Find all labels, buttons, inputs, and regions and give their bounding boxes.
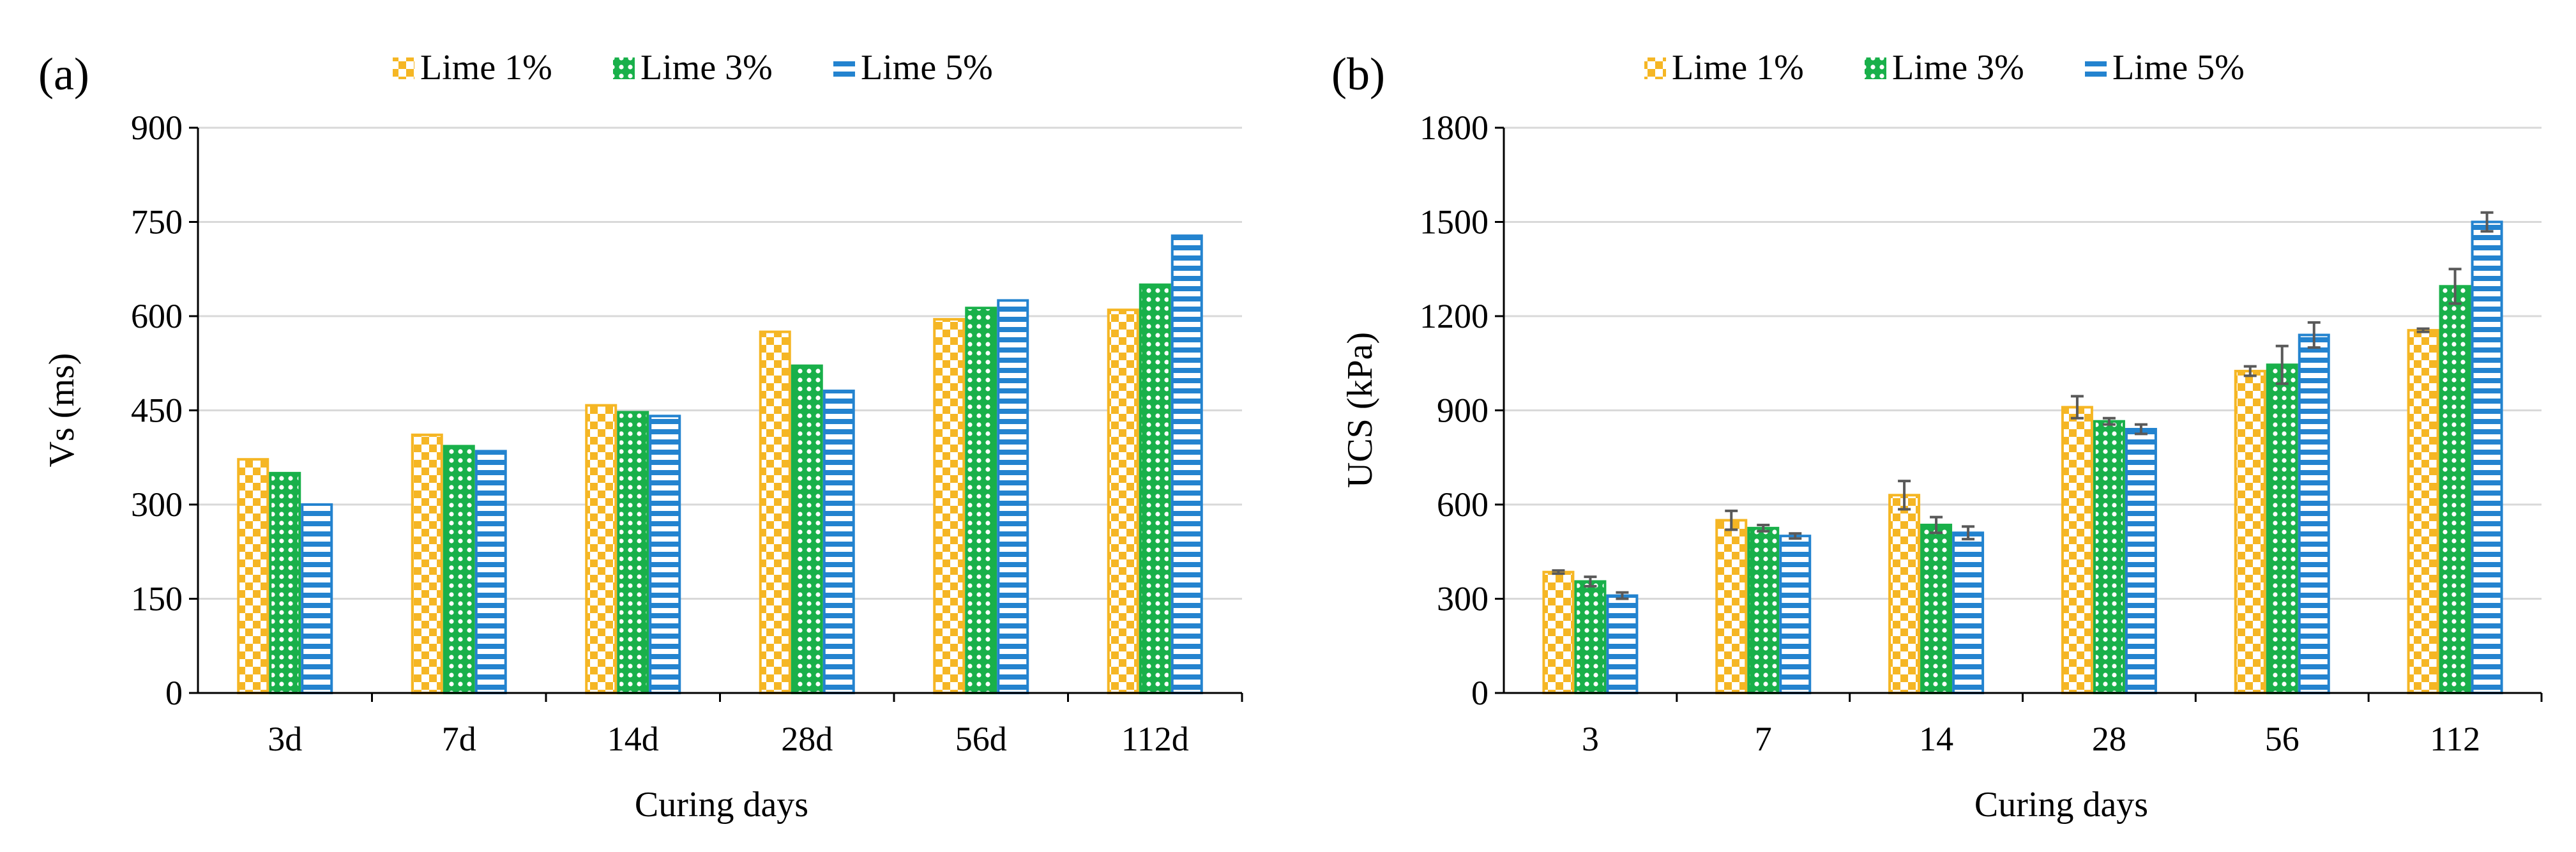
bar-lime3-112 <box>2439 285 2471 694</box>
panel-a-label: (a) <box>38 49 89 100</box>
bar-lime1-7 <box>1715 519 1748 694</box>
bar-lime5-28d <box>822 390 855 694</box>
bar-lime5-3 <box>1606 594 1639 694</box>
y-tick-label: 900 <box>1437 392 1489 430</box>
x-tick-label: 56d <box>955 720 1007 758</box>
bar-lime1-112d <box>1107 308 1139 694</box>
legend-a-label-lime3: Lime 3% <box>640 48 773 87</box>
bar-lime5-28 <box>2125 428 2157 694</box>
bar-lime5-112d <box>1171 234 1203 694</box>
x-tick-label: 28d <box>781 720 833 758</box>
bar-lime3-3 <box>1574 580 1607 694</box>
bar-lime3-3d <box>269 471 301 694</box>
bar-lime1-14d <box>585 404 617 695</box>
x-tick-label: 56 <box>2265 720 2299 758</box>
bar-lime1-56 <box>2234 370 2266 695</box>
y-tick-label: 1200 <box>1420 297 1489 335</box>
legend-b-label-lime3: Lime 3% <box>1892 48 2024 87</box>
x-tick-label: 14d <box>607 720 659 758</box>
y-tick-label: 0 <box>165 674 183 712</box>
legend-b-label-lime1: Lime 1% <box>1672 48 1804 87</box>
bar-lime5-56 <box>2298 333 2330 694</box>
y-tick-label: 300 <box>131 485 183 524</box>
y-tick-label: 900 <box>131 109 183 147</box>
legend-a-swatch-lime3 <box>613 57 635 79</box>
bar-lime5-14 <box>1952 531 1985 694</box>
bar-lime3-56 <box>2266 363 2298 694</box>
legend-b: Lime 1% Lime 3% Lime 5% <box>1644 48 2245 87</box>
x-tick-label: 3d <box>268 720 302 758</box>
bar-lime3-14 <box>1920 523 1953 694</box>
legend-b-label-lime5: Lime 5% <box>2112 48 2245 87</box>
x-tick-label: 112 <box>2430 720 2480 758</box>
bar-lime5-56d <box>997 299 1029 694</box>
y-axis-title-a: Vs (ms) <box>42 353 82 468</box>
chart-panel-b: (b) Lime 1% Lime 3% Lime 5% 0 300 600 900 12… <box>1331 48 2543 825</box>
x-axis-title-b: Curing days <box>1974 785 2148 825</box>
bar-lime3-7d <box>443 445 475 694</box>
legend-a-swatch-lime5 <box>833 57 855 79</box>
bar-lime5-7 <box>1779 535 1812 695</box>
bar-lime3-56d <box>965 307 997 694</box>
bar-lime1-3d <box>237 458 269 694</box>
x-tick-label: 14 <box>1919 720 1953 758</box>
y-tick-label: 300 <box>1437 580 1489 618</box>
y-tick-label: 750 <box>131 203 183 241</box>
x-tick-label: 112d <box>1121 720 1189 758</box>
y-tick-label: 1500 <box>1420 203 1489 241</box>
x-tick-label: 7 <box>1755 720 1772 758</box>
panel-b-label: (b) <box>1331 49 1385 100</box>
bar-lime3-28 <box>2093 420 2125 694</box>
bar-lime3-14d <box>617 411 649 694</box>
bar-lime1-56d <box>933 317 966 694</box>
legend-a-swatch-lime1 <box>393 57 414 79</box>
bar-lime3-7 <box>1747 526 1780 694</box>
y-tick-label: 600 <box>1437 485 1489 524</box>
y-tick-label: 0 <box>1471 674 1489 712</box>
bar-lime5-3d <box>301 503 333 694</box>
bar-lime1-28d <box>759 330 791 694</box>
bar-lime5-7d <box>474 450 507 695</box>
y-tick-label: 600 <box>131 297 183 335</box>
bar-lime1-3 <box>1542 570 1575 694</box>
bar-lime5-14d <box>649 415 681 694</box>
x-tick-label: 7d <box>442 720 476 758</box>
bar-lime1-14 <box>1888 494 1921 694</box>
bar-lime5-112 <box>2471 220 2503 694</box>
y-axis-title-b: UCS (kPa) <box>1340 332 1380 488</box>
y-tick-label: 450 <box>131 392 183 430</box>
bar-lime1-28 <box>2061 406 2093 694</box>
legend-b-swatch-lime5 <box>2085 57 2107 79</box>
legend-a-label-lime5: Lime 5% <box>861 48 993 87</box>
legend-a: Lime 1% Lime 3% Lime 5% <box>393 48 993 87</box>
y-tick-label: 1800 <box>1420 109 1489 147</box>
x-tick-label: 28 <box>2092 720 2126 758</box>
bar-lime3-28d <box>791 364 823 694</box>
legend-b-swatch-lime3 <box>1865 57 1886 79</box>
bar-lime3-112d <box>1139 283 1171 695</box>
y-tick-label: 150 <box>131 580 183 618</box>
chart-panel-a: (a) Lime 1% Lime 3% Lime 5% 0 150 300 450 60… <box>38 48 1243 825</box>
x-axis-title-a: Curing days <box>635 785 808 825</box>
bar-lime1-112 <box>2407 329 2439 694</box>
bar-lime1-7d <box>411 433 443 694</box>
legend-b-swatch-lime1 <box>1644 57 1666 79</box>
x-tick-label: 3 <box>1582 720 1599 758</box>
legend-a-label-lime1: Lime 1% <box>420 48 552 87</box>
